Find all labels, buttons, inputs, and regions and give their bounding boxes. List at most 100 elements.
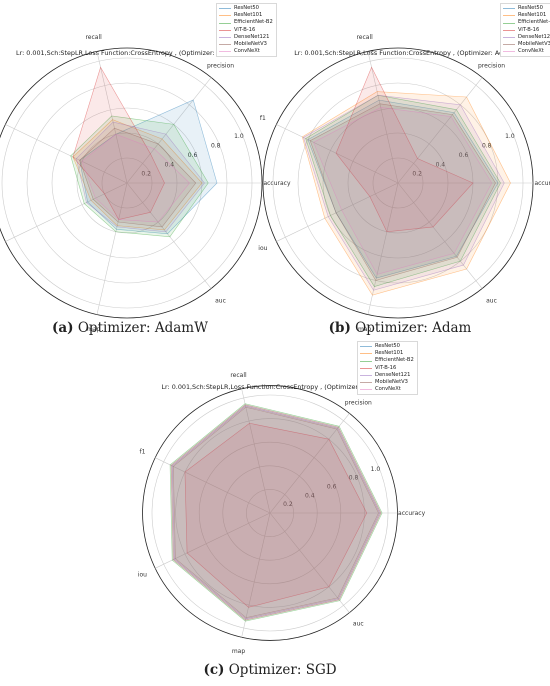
spoke-line [155,512,271,569]
legend-swatch [503,51,515,53]
legend-label: ResNet50 [518,5,543,11]
spoke-line [367,51,399,184]
legend-swatch [503,8,515,10]
legend-swatch [219,36,231,38]
legend-swatch [360,374,372,376]
legend-label: EfficientNet-B2 [375,357,414,364]
series-polygon [169,403,383,622]
chart-panel-adamw: Lr: 0.001,Sch:StepLR,Loss Function:Cross… [0,0,291,345]
legend-label: ResNet101 [234,12,263,19]
legend-swatch [503,36,515,38]
spoke-line [269,413,350,514]
series-polygon [79,127,197,228]
legend-label: DenseNet121 [234,33,270,40]
caption-text: Optimizer: SGD [228,662,337,678]
radar-chart-svg: accuracy precision recall f1 iou map auc 0.2 0.4… [258,34,550,333]
caption-letter: (a) [52,320,74,336]
r-tick-label: 0.6 [459,152,469,159]
series-polygon [75,121,205,233]
legend-label: ViT-B-16 [518,26,540,33]
legend-label: ConvNeXt [518,48,544,55]
legend-label: EfficientNet-B2 [518,19,550,26]
axis-label: accuracy [534,180,550,187]
legend-entry: ResNet50 [360,343,414,350]
legend-label: ViT-B-16 [234,26,256,33]
legend-entry: ViT-B-16 [360,365,414,372]
legend-swatch [503,44,515,46]
legend-entry: DenseNet121 [219,34,273,41]
legend-entry: MobileNetV3 [219,41,273,48]
legend-swatch [219,51,231,53]
series-polygon [170,404,382,621]
series-polygon [170,404,382,621]
spoke-line [5,124,128,184]
legend-label: DenseNet121 [518,33,550,40]
legend-label: MobileNetV3 [234,41,267,48]
legend-swatch [360,360,372,362]
r-tick-label: 1.0 [505,133,515,140]
axis-label: precision [345,399,372,406]
spoke-line [276,124,399,184]
spoke-line [5,182,128,242]
legend-entry: DenseNet121 [360,372,414,379]
legend-swatch [219,22,231,24]
spoke-line [269,512,350,613]
legend-swatch [219,15,231,17]
r-tick-label: 0.6 [188,152,198,159]
series-polygon [335,66,474,233]
axis-label: precision [207,63,234,70]
legend-label: MobileNetV3 [518,41,550,48]
series-polygon [81,133,190,223]
series-polygon [301,91,511,296]
series-polygon [70,115,209,238]
legend-label: ViT-B-16 [375,364,397,371]
axis-label: recall [85,34,102,41]
legend-entry: ConvNeXt [360,386,414,393]
caption-letter: (c) [203,662,225,678]
legend-entry: ConvNeXt [503,48,550,55]
axis-label: auc [486,297,497,304]
legend-swatch [360,389,372,391]
series-polygon [309,103,496,281]
legend-entry: MobileNetV3 [360,379,414,386]
legend-entry: ConvNeXt [219,48,273,55]
spoke-line [241,512,271,638]
spoke-line [397,182,483,289]
spoke-line [276,182,399,242]
series-polygon [171,405,381,620]
series-polygon [79,99,218,235]
caption: (b) Optimizer: Adam [275,320,525,336]
legend-entry: EfficientNet-B2 [219,19,273,26]
caption-letter: (b) [328,320,351,336]
caption: (a) Optimizer: AdamW [0,320,260,336]
legend-swatch [219,44,231,46]
series-polygon [305,94,501,287]
axis-label: recall [230,372,247,379]
axis-label: auc [215,297,226,304]
chart-title: Lr: 0.001,Sch:StepLR,Loss Function:Cross… [294,49,516,57]
axis-label: map [232,648,246,655]
r-tick-label: 0.4 [305,492,315,499]
spoke-line [96,182,128,315]
r-tick-label: 0.8 [482,143,492,150]
axis-label: map [87,326,101,333]
legend: ResNet50ResNet101EfficientNet-B2ViT-B-16… [500,3,550,58]
spoke-line [367,182,399,315]
axis-label: accuracy [263,180,291,187]
series-polygon [171,405,381,620]
r-tick-label: 1.0 [371,466,381,473]
legend-entry: EfficientNet-B2 [360,357,414,364]
legend-swatch [219,29,231,31]
series-polygon [307,99,499,279]
r-tick-label: 0.8 [349,475,359,482]
series-polygon [72,66,165,220]
series-polygon [72,119,203,231]
legend-swatch [503,29,515,31]
axis-label: f1 [260,115,266,122]
axis-label: precision [478,63,505,70]
axis-label: iou [138,571,147,578]
r-tick-label: 0.4 [165,161,175,168]
legend-swatch [360,367,372,369]
legend-swatch [360,382,372,384]
